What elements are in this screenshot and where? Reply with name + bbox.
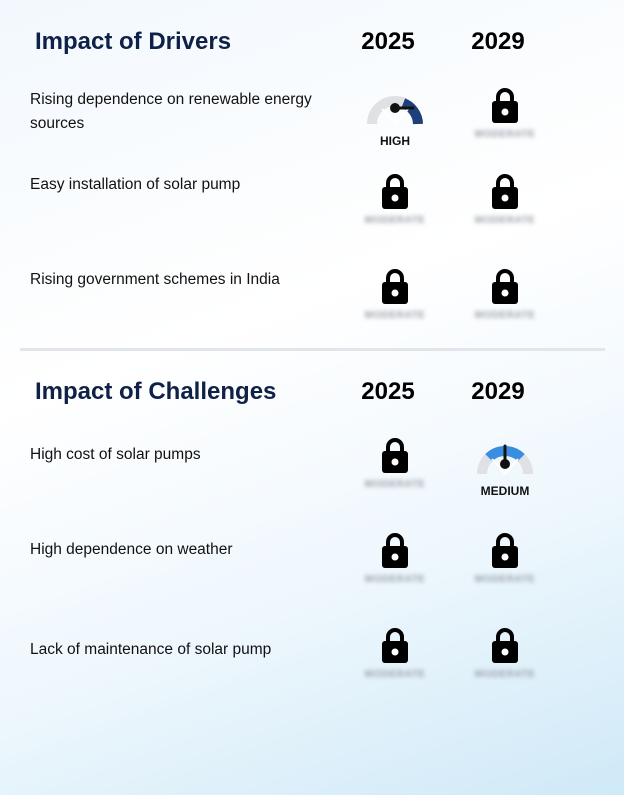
driver-2-2029-cell[interactable]: MODERATE bbox=[465, 173, 545, 245]
challenges-year-2025: 2025 bbox=[361, 378, 415, 405]
lock-icon bbox=[382, 438, 408, 473]
lock-icon bbox=[492, 88, 518, 123]
lock-icon bbox=[492, 174, 518, 209]
locked-value: MODERATE bbox=[364, 669, 426, 680]
lock-icon bbox=[382, 269, 408, 304]
lock-icon bbox=[382, 174, 408, 209]
challenge-1-2029-cell: MEDIUM bbox=[465, 430, 545, 502]
drivers-year-2025: 2025 bbox=[361, 28, 415, 55]
locked-value: MODERATE bbox=[474, 310, 536, 321]
lock-icon bbox=[382, 628, 408, 663]
lock-icon bbox=[492, 628, 518, 663]
lock-icon bbox=[492, 269, 518, 304]
challenge-label-1: High cost of solar pumps bbox=[30, 446, 201, 463]
challenge-label-2: High dependence on weather bbox=[30, 541, 233, 558]
challenge-1-2025-cell[interactable]: MODERATE bbox=[355, 437, 435, 509]
gauge-level-label: MEDIUM bbox=[480, 484, 530, 498]
driver-label-1: Rising dependence on renewable energy so… bbox=[30, 91, 312, 132]
challenge-3-2025-cell[interactable]: MODERATE bbox=[355, 627, 435, 699]
locked-value: MODERATE bbox=[474, 215, 536, 226]
lock-icon bbox=[492, 533, 518, 568]
challenges-title: Impact of Challenges bbox=[35, 378, 277, 405]
drivers-title: Impact of Drivers bbox=[35, 28, 232, 55]
section-divider bbox=[20, 348, 605, 351]
lock-icon bbox=[382, 533, 408, 568]
gauge-icon bbox=[477, 444, 533, 475]
locked-value: MODERATE bbox=[364, 574, 426, 585]
challenge-3-2029-cell[interactable]: MODERATE bbox=[465, 627, 545, 699]
driver-3-2029-cell[interactable]: MODERATE bbox=[465, 268, 545, 340]
driver-label-3: Rising government schemes in India bbox=[30, 271, 280, 288]
gauge-level-label: HIGH bbox=[380, 134, 410, 148]
gauge-icon bbox=[367, 96, 423, 125]
locked-value: MODERATE bbox=[364, 479, 426, 490]
challenge-label-3: Lack of maintenance of solar pump bbox=[30, 641, 272, 658]
driver-2-2025-cell[interactable]: MODERATE bbox=[355, 173, 435, 245]
challenges-year-2029: 2029 bbox=[471, 378, 525, 405]
driver-3-2025-cell[interactable]: MODERATE bbox=[355, 268, 435, 340]
locked-value: MODERATE bbox=[364, 215, 426, 226]
locked-value: MODERATE bbox=[474, 574, 536, 585]
drivers-year-2029: 2029 bbox=[471, 28, 525, 55]
locked-value: MODERATE bbox=[474, 669, 536, 680]
driver-1-2025-cell: HIGH bbox=[355, 80, 435, 152]
challenge-2-2025-cell[interactable]: MODERATE bbox=[355, 532, 435, 604]
challenge-2-2029-cell[interactable]: MODERATE bbox=[465, 532, 545, 604]
driver-1-2029-cell[interactable]: MODERATE bbox=[465, 87, 545, 159]
locked-value: MODERATE bbox=[474, 129, 536, 140]
driver-label-2: Easy installation of solar pump bbox=[30, 176, 241, 193]
locked-value: MODERATE bbox=[364, 310, 426, 321]
